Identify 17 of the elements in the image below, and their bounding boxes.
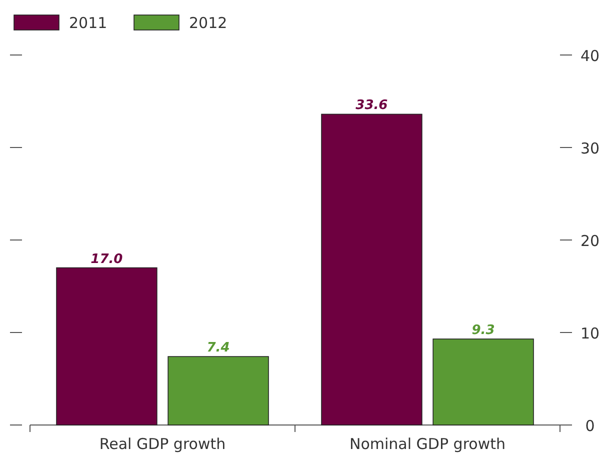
y-tick-label: 0 [585,417,595,435]
y-tick-label: 10 [580,324,600,342]
x-tick-label: Real GDP growth [99,435,226,453]
legend-label: 2011 [69,14,108,32]
bar [56,267,158,426]
bar [321,114,422,426]
x-tick-label: Nominal GDP growth [350,435,506,453]
bar [168,356,269,426]
data-label: 17.0 [90,252,123,267]
data-label: 33.6 [356,98,388,114]
y-tick-label: 40 [580,47,600,65]
legend-label: 2012 [189,14,228,32]
data-label: 9.3 [472,322,495,338]
data-label: 7.4 [206,340,230,356]
y-tick-label: 20 [580,232,600,250]
bar [432,338,534,426]
y-tick-label: 30 [580,140,600,158]
